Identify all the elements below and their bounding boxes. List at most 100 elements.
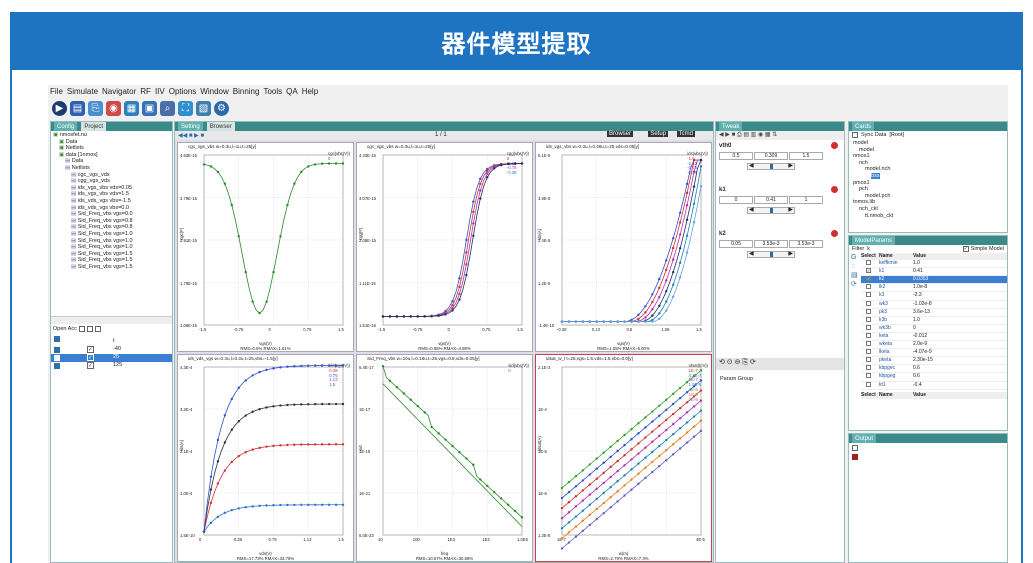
param-value[interactable]: 0 bbox=[913, 324, 916, 331]
card-item[interactable]: model bbox=[853, 140, 1003, 147]
row-checkbox[interactable] bbox=[866, 292, 871, 298]
param-slider[interactable]: ◀ ▶ bbox=[747, 163, 795, 170]
tree-item[interactable]: ▤ Netlists bbox=[53, 165, 170, 172]
param-value[interactable]: -4.07e-9 bbox=[913, 349, 932, 356]
gear-icon[interactable]: ⚙ bbox=[214, 100, 229, 116]
param-value[interactable]: -0.012 bbox=[913, 332, 928, 339]
param-value[interactable]: 0.0353 bbox=[913, 276, 929, 283]
save-icon[interactable]: ▤ bbox=[70, 100, 85, 116]
close-icon[interactable] bbox=[831, 142, 838, 149]
slider-thumb[interactable] bbox=[770, 252, 773, 257]
side-tool-icons[interactable]: G ◌ ▤ ⟳ bbox=[851, 254, 858, 288]
param-min[interactable]: 0.5 bbox=[719, 152, 753, 160]
row-checkbox[interactable]: ✓ bbox=[87, 362, 94, 369]
db-icon[interactable]: ◉ bbox=[106, 100, 121, 116]
chevron-left-icon[interactable]: ◀ bbox=[749, 207, 754, 213]
tab-cards[interactable]: Cards bbox=[852, 122, 875, 131]
sync-checkbox[interactable] bbox=[852, 132, 858, 138]
table-row[interactable]: k3 -2.3 bbox=[861, 292, 1007, 301]
tab-tweak[interactable]: Tweak bbox=[719, 122, 743, 131]
close-icon[interactable] bbox=[831, 230, 838, 237]
card-item[interactable]: pch bbox=[853, 186, 1003, 193]
card-item[interactable]: nch_ckt bbox=[853, 206, 1003, 213]
plot-2[interactable]: cgc_vgs_vbs w=0.3u,l=1u,t=25[y] RMS=0.95%… bbox=[356, 142, 533, 352]
table-row[interactable]: pk3 3.6e-13 bbox=[861, 308, 1007, 317]
menu-options[interactable]: Options bbox=[168, 86, 197, 96]
tweak-toolbar[interactable]: ◀ ▶ ■ ⎙ ▤ ▥ ◉ ▦ ⇅ bbox=[716, 131, 844, 140]
chevron-right-icon[interactable]: ▶ bbox=[788, 207, 793, 213]
clear-icon[interactable] bbox=[852, 445, 858, 451]
table-row[interactable]: wketa 2.0e-9 bbox=[861, 341, 1007, 350]
slider-thumb[interactable] bbox=[770, 164, 773, 169]
tree-item[interactable]: ▣ nmosfet.nu bbox=[53, 132, 170, 139]
menu-file[interactable]: File bbox=[50, 86, 63, 96]
card-item[interactable]: model.nch bbox=[853, 166, 1003, 173]
tab-project[interactable]: Project bbox=[81, 122, 107, 131]
filter-input[interactable]: k bbox=[867, 246, 870, 252]
simple-model-toggle[interactable]: ✓ Simple Model bbox=[962, 246, 1004, 252]
tree-item[interactable]: ▣ data [1nmos] bbox=[53, 152, 170, 159]
row-checkbox[interactable] bbox=[866, 284, 871, 290]
table-row[interactable]: kbpgec 0.6 bbox=[861, 365, 1007, 374]
table-row[interactable]: kt1 -0.4 bbox=[861, 381, 1007, 390]
tree-item[interactable]: ▤ Sid_Freq_vbs vgs=1.5 bbox=[53, 264, 170, 271]
nav-icons[interactable]: ◀◀ ■ ▶ ■ bbox=[178, 133, 205, 139]
filter-icon[interactable] bbox=[94, 326, 101, 332]
menu-binning[interactable]: Binning bbox=[232, 86, 260, 96]
table-row[interactable]: keffkmin 1.0 bbox=[861, 260, 1007, 269]
tree-item[interactable]: ▤ Sid_Freq_vbs vgs=1.0 bbox=[53, 244, 170, 251]
card-item[interactable]: tt.nmob_ckt bbox=[853, 213, 1003, 220]
card-item[interactable]: model bbox=[853, 147, 1003, 154]
open-icon[interactable]: ⎘ bbox=[88, 100, 103, 116]
setup-button[interactable]: Setup bbox=[648, 131, 668, 137]
menu-simulate[interactable]: Simulate bbox=[66, 86, 99, 96]
tab-setting[interactable]: Setting bbox=[178, 122, 203, 131]
row-checkbox[interactable]: ✓ bbox=[87, 346, 94, 353]
menu-qa[interactable]: QA bbox=[286, 86, 298, 96]
row-checkbox[interactable]: ✓ bbox=[87, 354, 94, 361]
param-value[interactable]: 1.0 bbox=[913, 316, 920, 323]
menu-navigator[interactable]: Navigator bbox=[102, 86, 137, 96]
table-row[interactable]: kbpgeg 0.6 bbox=[861, 373, 1007, 382]
tree-item[interactable]: ▤ ids_vgs_vbs vds=0.05 bbox=[53, 185, 170, 192]
row-checkbox[interactable] bbox=[866, 316, 871, 322]
tweak-actions[interactable]: ⟲ ⊙ ⊖ ⎘ ⟳ bbox=[716, 358, 844, 370]
card-item[interactable]: pmos1 bbox=[853, 180, 1003, 187]
close-icon[interactable] bbox=[831, 186, 838, 193]
tree-item[interactable]: ▤ Sid_Freq_vbs vgs=1.0 bbox=[53, 231, 170, 238]
stop-icon[interactable] bbox=[852, 454, 858, 460]
param-value[interactable]: 2.30e-15 bbox=[913, 357, 933, 364]
chevron-right-icon[interactable]: ▶ bbox=[788, 163, 793, 169]
table-row[interactable]: lketa -4.07e-9 bbox=[861, 349, 1007, 358]
tree-item[interactable]: ▤ ids_vds_vgs vbs=0.0 bbox=[53, 205, 170, 212]
cards-tree[interactable]: model model nmos1 nch model.nch bss pmos1 pch mo… bbox=[849, 139, 1007, 220]
menu-help[interactable]: Help bbox=[301, 86, 319, 96]
collapse-icon[interactable] bbox=[86, 326, 93, 332]
table-row-selected[interactable]: ✓ 25 bbox=[51, 354, 172, 362]
param-value[interactable]: 3.6e-13 bbox=[913, 308, 930, 315]
param-slider[interactable]: ◀ ▶ bbox=[747, 207, 795, 214]
table-row[interactable]: k3b 1.0 bbox=[861, 316, 1007, 325]
tree-item[interactable]: ▤ Sid_Freq_vbs vgs=1.5 bbox=[53, 257, 170, 264]
menu-rf[interactable]: RF bbox=[140, 86, 151, 96]
plot-3[interactable]: ids_vgs_vbs w=0.3u,l=0.48u,t=25,vds=0.05… bbox=[535, 142, 712, 352]
param-value[interactable]: 0.309 bbox=[754, 152, 788, 160]
table-row[interactable]: keta -0.012 bbox=[861, 332, 1007, 342]
param-value[interactable]: 0.6 bbox=[913, 365, 920, 372]
param-slider[interactable]: ◀ ▶ bbox=[747, 251, 795, 258]
plot-5[interactable]: Sid_Freq_vbs w=10u,l=0.18u,t=25,vgs=0.8,… bbox=[356, 354, 533, 562]
param-max[interactable]: 1 bbox=[789, 196, 823, 204]
param-value[interactable]: 3.53e-3 bbox=[754, 240, 788, 248]
row-checkbox[interactable] bbox=[866, 357, 871, 363]
simple-model-checkbox[interactable]: ✓ bbox=[962, 246, 969, 252]
card-item[interactable]: nch bbox=[853, 160, 1003, 167]
table-row[interactable]: lk2 1.0e-8 bbox=[861, 284, 1007, 293]
param-value[interactable]: 0.41 bbox=[913, 268, 923, 275]
tree-item[interactable]: ▣ Data bbox=[53, 139, 170, 146]
card-item[interactable]: model.pch bbox=[853, 193, 1003, 200]
param-value[interactable]: -1.02e-8 bbox=[913, 300, 932, 307]
zoom-icon[interactable]: ⌕ bbox=[160, 100, 175, 116]
row-checkbox[interactable] bbox=[866, 365, 871, 371]
tree-item[interactable]: ▣ Netlists bbox=[53, 145, 170, 152]
param-value[interactable]: 0.41 bbox=[754, 196, 788, 204]
